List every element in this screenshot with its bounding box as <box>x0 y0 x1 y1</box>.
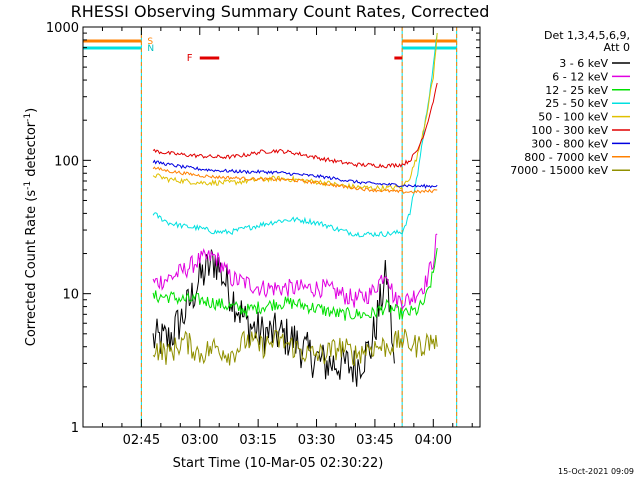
y-axis-label-main: Corrected Count Rate (s <box>24 190 39 347</box>
series-line-2 <box>152 247 438 321</box>
y-tick-label-2: 100 <box>54 154 79 169</box>
timestamp-label: 15-Oct-2021 09:09 <box>558 467 634 476</box>
series-line-8 <box>152 328 438 367</box>
x-tick-label-2: 03:15 <box>239 433 276 448</box>
series-line-7 <box>152 166 438 194</box>
legend-label-3: 25 - 50 keV <box>545 97 608 110</box>
x-tick-label-0: 02:45 <box>123 433 160 448</box>
y-tick-label-0: 1 <box>71 421 79 436</box>
y-axis-label-end: ) <box>24 108 39 113</box>
legend-label-6: 300 - 800 keV <box>531 137 608 150</box>
legend-label-7: 800 - 7000 keV <box>524 151 608 164</box>
flare-flag-label: F <box>187 53 193 64</box>
legend-label-1: 6 - 12 keV <box>552 70 608 83</box>
x-axis-label: Start Time (10-Mar-05 02:30:22) <box>173 456 384 471</box>
legend-header-0: Det 1,3,4,5,6,9, <box>544 29 630 42</box>
series-line-4 <box>152 33 438 192</box>
y-tick-label-3: 1000 <box>46 21 79 36</box>
series-line-0 <box>152 249 395 387</box>
night-flag-label: N <box>147 44 154 54</box>
legend-label-2: 12 - 25 keV <box>545 84 608 97</box>
y-axis-label-mid: detector <box>24 121 39 181</box>
saa-flag-label: S <box>147 37 153 47</box>
axes-frame <box>82 26 481 428</box>
x-tick-label-5: 04:00 <box>415 433 452 448</box>
series-line-3 <box>152 33 438 238</box>
series-line-1 <box>152 233 438 311</box>
x-tick-label-4: 03:45 <box>356 433 393 448</box>
y-axis-label: Corrected Count Rate (s-1 detector-1) <box>23 108 39 346</box>
series-line-6 <box>152 159 438 189</box>
y-axis-label-sup-2: -1 <box>23 113 33 122</box>
chart-title: RHESSI Observing Summary Count Rates, Co… <box>71 2 490 21</box>
y-tick-label-1: 10 <box>62 288 79 303</box>
legend-label-5: 100 - 300 keV <box>531 124 608 137</box>
y-axis-label-sup-1: -1 <box>23 181 33 190</box>
plot-area: SN F <box>82 27 458 427</box>
series-line-5 <box>152 82 438 169</box>
legend-header-1: Att 0 <box>604 41 630 54</box>
legend-label-0: 3 - 6 keV <box>559 57 608 70</box>
legend-label-4: 50 - 100 keV <box>538 111 608 124</box>
x-tick-label-3: 03:30 <box>298 433 335 448</box>
axes: 1 10 100 1000 02:45 03:00 03:15 03:30 03:45 04:00 <box>46 21 481 448</box>
legend-label-8: 7000 - 15000 keV <box>510 164 608 177</box>
x-tick-label-1: 03:00 <box>181 433 218 448</box>
